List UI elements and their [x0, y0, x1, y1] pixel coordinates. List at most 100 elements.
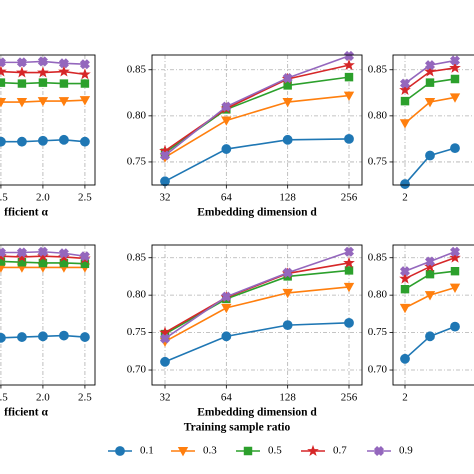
series-line [404, 325, 456, 360]
x-tick-label: 2 [402, 192, 408, 204]
data-point [450, 266, 460, 276]
data-point [424, 65, 436, 77]
y-tick-label: 0.75 [368, 326, 388, 338]
data-point [343, 246, 355, 257]
x-tick-label: 256 [341, 192, 358, 204]
data-point [80, 136, 90, 147]
data-point [0, 98, 7, 108]
x-tick-label: 2.0 [36, 192, 50, 204]
x-tick-label: 256 [341, 392, 358, 404]
data-point [449, 61, 461, 73]
y-tick-label: 0.75 [368, 155, 388, 167]
series-line [164, 269, 350, 335]
data-point [425, 269, 435, 279]
data-point [424, 256, 436, 267]
x-axis-label: Embedding dimension d [197, 407, 317, 419]
y-tick-label: 0.80 [127, 109, 147, 121]
data-point [450, 321, 460, 332]
data-point [221, 303, 232, 314]
data-point [344, 266, 354, 275]
plot-frame [151, 54, 363, 186]
data-point [37, 66, 49, 78]
legend-label: 0.7 [333, 445, 347, 457]
series-line [164, 322, 350, 363]
legend-marker [177, 447, 189, 457]
data-point [399, 119, 411, 129]
data-point [159, 150, 171, 161]
legend-label: 0.3 [203, 445, 217, 457]
data-point [425, 331, 435, 342]
data-point [400, 179, 410, 189]
data-point [425, 150, 435, 161]
data-point [449, 246, 461, 257]
data-point [0, 247, 6, 258]
data-point [58, 248, 69, 259]
data-point [449, 93, 461, 103]
data-point [221, 101, 232, 112]
data-point [399, 266, 411, 277]
x-tick-label: 2.5 [78, 192, 92, 204]
plot-frame [0, 244, 96, 386]
data-point [79, 96, 91, 106]
data-point [16, 98, 28, 108]
series-line [164, 250, 350, 340]
data-point [16, 57, 27, 68]
data-point [282, 320, 293, 331]
data-point [399, 303, 411, 314]
y-tick-label: 0.80 [368, 109, 388, 121]
data-point [221, 331, 232, 342]
data-point [38, 135, 48, 146]
plot-frame [0, 54, 96, 186]
data-point [343, 50, 355, 61]
x-tick-label: 1.5 [0, 192, 8, 204]
series-line [164, 55, 350, 157]
data-point [160, 176, 170, 187]
data-point [0, 65, 7, 77]
data-point [59, 79, 69, 88]
data-point [424, 60, 436, 71]
plot-frame [392, 54, 474, 186]
y-tick-label: 0.70 [127, 364, 147, 376]
data-point [59, 330, 69, 341]
series-line [164, 138, 350, 183]
data-point [449, 283, 461, 293]
legend-label: 0.1 [140, 445, 154, 457]
data-point [424, 260, 436, 272]
x-axis-label: fficient α [4, 207, 48, 219]
y-tick-label: 0.85 [368, 63, 388, 75]
data-point [221, 116, 232, 126]
y-tick-label: 0.80 [368, 289, 388, 301]
legend-label: 0.5 [268, 445, 282, 457]
data-point [282, 134, 293, 145]
data-point [79, 251, 90, 262]
y-tick-label: 0.85 [368, 251, 388, 263]
y-tick-label: 0.75 [127, 155, 147, 167]
legend-title: Training sample ratio [184, 422, 291, 434]
data-point [79, 68, 91, 80]
data-point [0, 57, 6, 68]
x-tick-label: 2 [402, 392, 408, 404]
data-point [0, 78, 6, 87]
data-point [58, 97, 70, 107]
x-tick-label: 64 [221, 392, 233, 404]
y-tick-label: 0.85 [127, 251, 147, 263]
y-tick-label: 0.80 [127, 289, 147, 301]
x-tick-label: 2.0 [36, 392, 50, 404]
data-point [17, 332, 27, 342]
x-tick-label: 64 [221, 192, 233, 204]
plot-frame [392, 244, 474, 386]
data-point [449, 251, 461, 263]
x-axis-label: fficient α [4, 407, 48, 419]
data-point [400, 284, 410, 294]
data-point [344, 72, 354, 82]
data-point [282, 267, 293, 278]
data-point [38, 78, 48, 87]
y-tick-label: 0.75 [127, 326, 147, 338]
data-point [450, 74, 460, 84]
data-point [80, 332, 90, 342]
data-point [449, 55, 461, 66]
x-tick-label: 128 [279, 192, 296, 204]
data-point [58, 65, 70, 77]
